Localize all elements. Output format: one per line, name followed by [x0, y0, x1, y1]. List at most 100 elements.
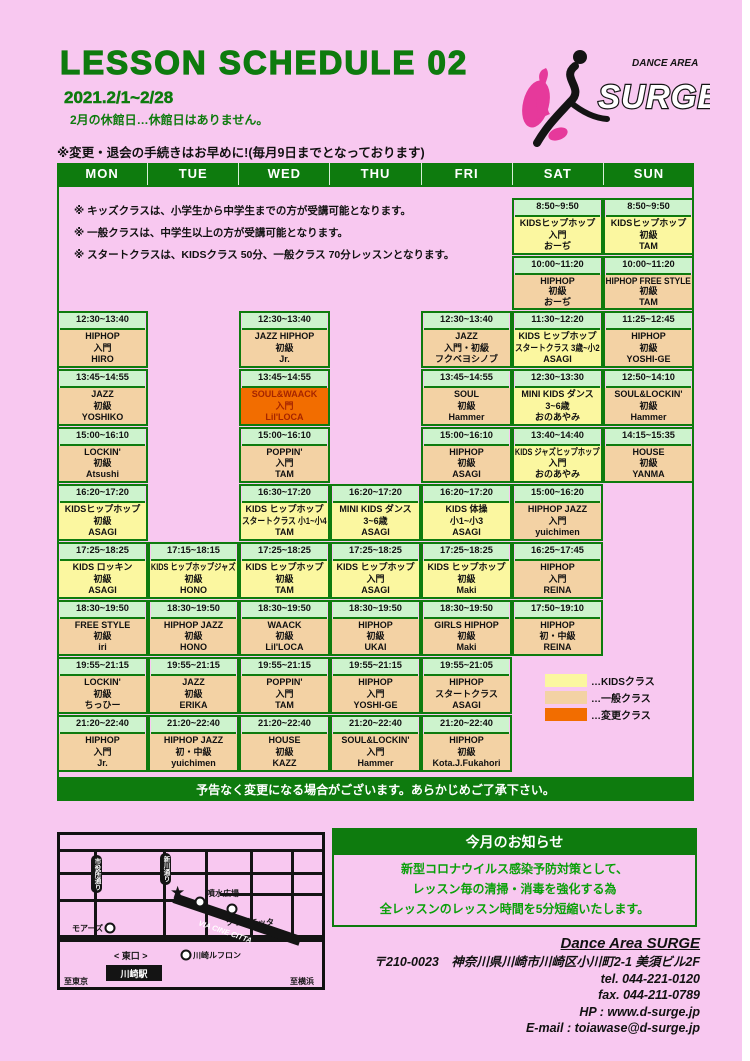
- class-block-body: HIPHOP 入門 YOSHI-GE: [332, 676, 419, 712]
- class-time: 12:30~13:40: [242, 313, 327, 330]
- class-block: 16:20~17:20 MINI KIDS ダンス 3~6歳 ASAGI: [330, 484, 421, 541]
- class-time: 12:50~14:10: [606, 371, 691, 388]
- class-time: 15:00~16:20: [515, 486, 600, 503]
- class-block: 8:50~9:50 KIDSヒップホップ 入門 おーぢ: [512, 198, 603, 255]
- class-name: HIPHOP: [449, 447, 484, 457]
- class-level: 入門: [366, 746, 385, 757]
- class-name: HOUSE: [632, 447, 665, 457]
- class-block-body: KIDS ロッキン 初級 ASAGI: [59, 561, 146, 597]
- class-name: POPPIN': [266, 447, 303, 457]
- class-block: 21:20~22:40 HIPHOP 入門 Jr.: [57, 715, 148, 772]
- class-block: 18:30~19:50 WAACK 初級 Lil'LOCA: [239, 600, 330, 656]
- class-block-body: SOUL 初級 Hammer: [423, 388, 510, 424]
- day-header-tue: TUE: [147, 163, 238, 185]
- class-name: HIPHOP: [540, 275, 575, 286]
- class-level: 入門: [275, 400, 294, 411]
- class-block-body: LOCKIN' 初級 ちっひー: [59, 676, 146, 712]
- class-time: 18:30~19:50: [60, 602, 145, 619]
- class-block-body: JAZZ 初級 YOSHIKO: [59, 388, 146, 424]
- day-header-sun: SUN: [602, 163, 694, 185]
- class-name: HIPHOP JAZZ: [163, 735, 224, 746]
- class-teacher: KAZZ: [272, 757, 297, 768]
- class-time: 17:25~18:25: [333, 544, 418, 561]
- class-time: 21:20~22:40: [333, 717, 418, 734]
- class-teacher: TAM: [275, 584, 294, 595]
- class-block: 21:20~22:40 HIPHOP 初級 Kota.J.Fukahori: [421, 715, 512, 772]
- class-block: 15:00~16:10 LOCKIN' 初級 Atsushi: [57, 427, 148, 483]
- day-header-thu: THU: [329, 163, 420, 185]
- class-name: JAZZ HIPHOP: [254, 331, 315, 342]
- legend-item-changed: …変更クラス: [545, 706, 655, 723]
- class-name: KIDS ヒップホップ: [336, 562, 415, 573]
- class-teacher: Jr.: [97, 757, 108, 768]
- legend-item-general: …一般クラス: [545, 689, 655, 706]
- class-level: 初級: [93, 400, 112, 411]
- class-name: LOCKIN': [84, 677, 121, 688]
- class-block-body: HIPHOP 初級 UKAI: [332, 619, 419, 654]
- class-note-line: ※ 一般クラスは、中学生以上の方が受講可能となります。: [74, 227, 349, 239]
- map-street2-label: 新川通り: [162, 855, 171, 883]
- deadline-note: ※変更・退会の手続きはお早めに!(毎月9日までとなっております): [57, 146, 425, 160]
- class-block-body: KIDSヒップホップ 入門 おーぢ: [514, 217, 601, 253]
- class-block-body: HIPHOP 入門 HIRO: [59, 330, 146, 366]
- map-to-tokyo-label: 至東京: [64, 976, 88, 986]
- class-level: 初・中級: [539, 631, 576, 641]
- class-time: 16:20~17:20: [60, 486, 145, 503]
- class-time: 11:25~12:45: [606, 313, 691, 330]
- class-block: 17:25~18:25 KIDS ヒップホップ 初級 TAM: [239, 542, 330, 599]
- class-level: 入門: [548, 229, 567, 240]
- class-name: KIDS ロッキン: [72, 562, 133, 573]
- class-block-body: SOUL&LOCKIN' 初級 Hammer: [605, 388, 692, 424]
- class-block-body: HIPHOP 初級 おーぢ: [514, 275, 601, 308]
- class-teacher: yuichimen: [535, 526, 580, 537]
- class-block: 12:50~14:10 SOUL&LOCKIN' 初級 Hammer: [603, 369, 694, 426]
- class-block: 14:15~15:35 HOUSE 初級 YANMA: [603, 427, 694, 483]
- legend-swatch-general: [545, 691, 587, 704]
- contact-tel: tel. 044-221-0120: [600, 971, 700, 986]
- page-title: LESSON SCHEDULE 02: [59, 43, 469, 81]
- class-teacher: Lil'LOCA: [265, 411, 304, 422]
- class-teacher: おーぢ: [543, 296, 571, 307]
- class-block-body: HOUSE 初級 YANMA: [605, 446, 692, 481]
- class-teacher: ASAGI: [361, 526, 390, 537]
- class-teacher: REINA: [543, 584, 572, 595]
- class-block-body: HIPHOP スタートクラス ASAGI: [423, 676, 510, 712]
- class-level: 初級: [639, 400, 658, 411]
- class-block-body: HIPHOP 入門 Jr.: [59, 734, 146, 770]
- class-block: 10:00~11:20 HIPHOP FREE STYLE 初級 TAM: [603, 256, 694, 310]
- class-name: SOUL&LOCKIN': [614, 389, 683, 400]
- class-level: 初級: [184, 573, 203, 584]
- class-level: 初級: [275, 342, 294, 353]
- class-time: 19:55~21:15: [242, 659, 327, 676]
- class-name: JAZZ: [455, 331, 478, 342]
- class-level: 入門: [93, 746, 112, 757]
- class-level: 初級: [275, 631, 294, 641]
- class-teacher: HONO: [180, 642, 207, 652]
- class-teacher: Hammer: [630, 411, 667, 422]
- class-time: 19:55~21:15: [151, 659, 236, 676]
- class-name: HIPHOP: [85, 331, 120, 342]
- class-time: 13:45~14:55: [60, 371, 145, 388]
- class-block-body: HOUSE 初級 KAZZ: [241, 734, 328, 770]
- class-block: 21:20~22:40 HOUSE 初級 KAZZ: [239, 715, 330, 772]
- map-fountain-label: 噴水広場: [207, 888, 239, 898]
- class-block-body: HIPHOP 初級 Kota.J.Fukahori: [423, 734, 510, 770]
- class-time: 17:25~18:25: [242, 544, 327, 561]
- class-level: 小1~小3: [449, 515, 484, 526]
- class-level: 入門: [366, 573, 385, 584]
- class-level: 入門: [275, 458, 294, 468]
- class-block: 16:20~17:20 KIDS 体操 小1~小3 ASAGI: [421, 484, 512, 541]
- class-teacher: フクベヨシノブ: [434, 353, 498, 364]
- class-block-body: FREE STYLE 初級 iri: [59, 619, 146, 654]
- class-name: GIRLS HIPHOP: [434, 620, 499, 630]
- class-time: 8:50~9:50: [515, 200, 600, 217]
- class-block: 13:45~14:55 SOUL&WAACK 入門 Lil'LOCA: [239, 369, 330, 426]
- class-level: 初級: [457, 631, 476, 641]
- class-teacher: HONO: [180, 584, 207, 595]
- day-header-row: MON TUE WED THU FRI SAT SUN: [57, 163, 694, 185]
- map-location-star-icon: ★: [170, 883, 185, 902]
- class-time: 11:30~12:20: [515, 313, 600, 330]
- class-teacher: HIRO: [91, 353, 114, 364]
- class-block-body: HIPHOP FREE STYLE 初級 TAM: [605, 275, 692, 308]
- class-block-body: KIDS ヒップホップ スタートクラス 3歳~小2 ASAGI: [514, 330, 601, 366]
